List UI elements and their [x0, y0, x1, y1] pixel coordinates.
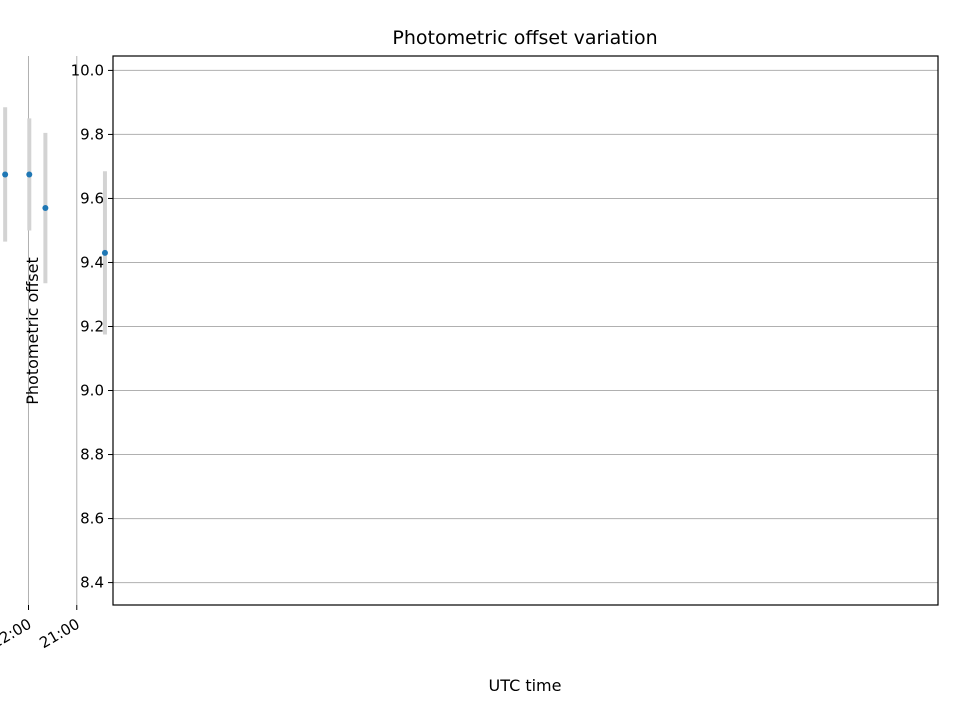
data-point: [42, 205, 49, 212]
x-axis-label: UTC time: [489, 676, 562, 695]
y-tick-label: 10.0: [71, 61, 104, 79]
data-point: [101, 249, 108, 256]
y-axis-ticks: 8.4 8.6 8.8 9.0 9.2 9.4 9.6 9.8 10.0: [71, 61, 113, 592]
y-tick-label: 9.4: [80, 253, 104, 271]
data-point: [2, 171, 9, 178]
y-tick-label: 9.2: [80, 317, 104, 335]
grid: [27, 56, 938, 605]
y-tick-label: 9.8: [80, 125, 104, 143]
y-tick-label: 8.6: [80, 510, 104, 528]
y-tick-label: 9.0: [80, 382, 104, 400]
chart-title: Photometric offset variation: [392, 27, 657, 49]
y-tick-label: 8.4: [80, 574, 104, 592]
data-points: [2, 171, 108, 256]
y-tick-label: 9.6: [80, 189, 104, 207]
y-tick-label: 8.8: [80, 446, 104, 464]
data-point: [26, 171, 33, 178]
plot-frame: [112, 55, 939, 606]
y-axis-label: Photometric offset: [23, 257, 42, 405]
